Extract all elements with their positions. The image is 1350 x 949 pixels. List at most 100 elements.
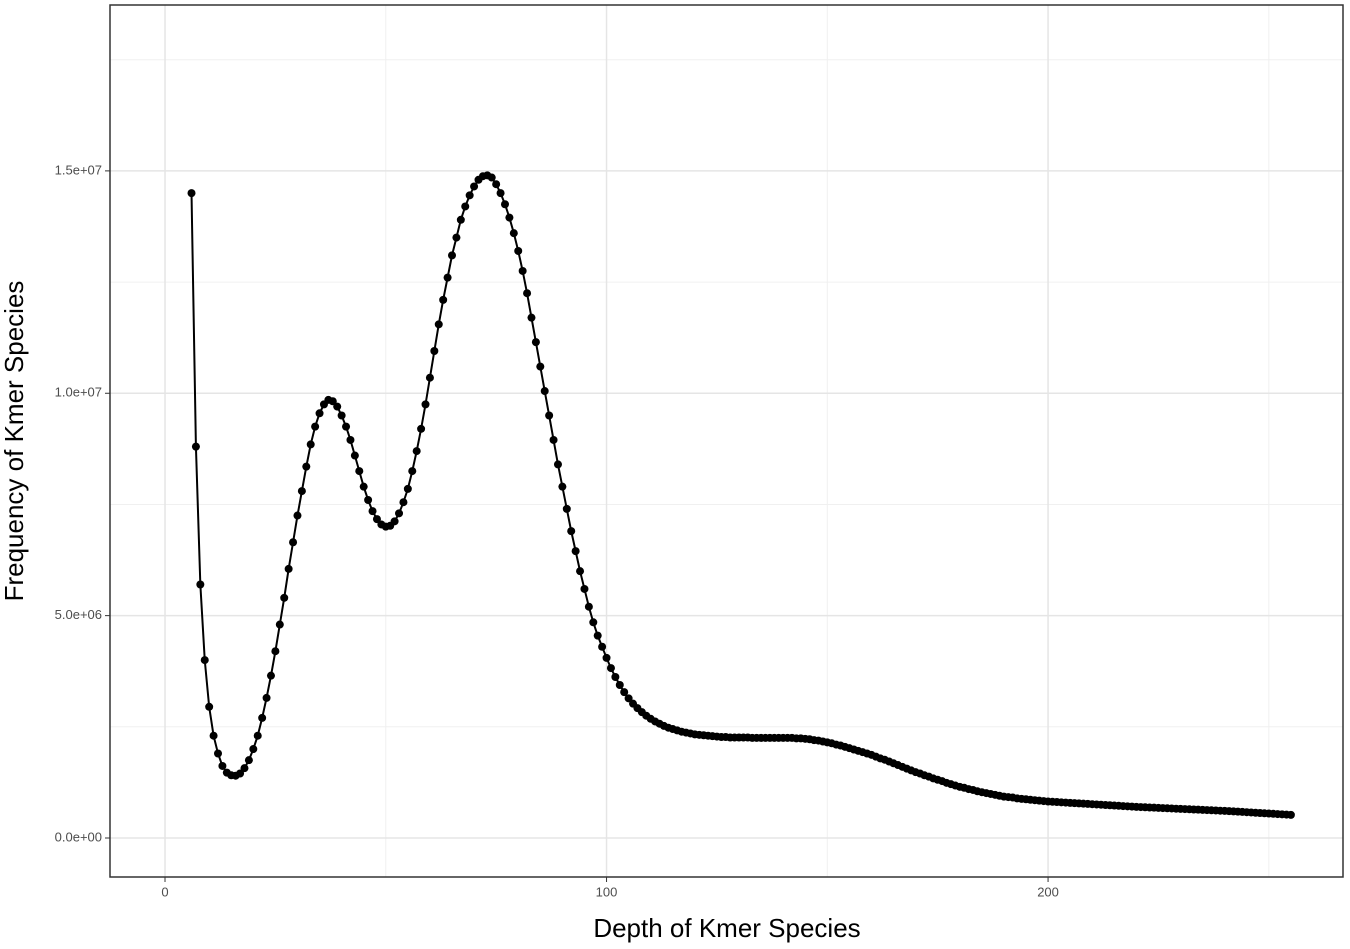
data-point	[492, 180, 501, 189]
data-point	[567, 527, 576, 536]
data-point	[395, 509, 404, 518]
data-point	[417, 424, 426, 433]
data-point	[470, 182, 479, 191]
data-point	[333, 402, 342, 411]
data-point	[505, 213, 514, 222]
data-point	[456, 215, 465, 224]
data-point	[584, 602, 593, 611]
data-point	[523, 289, 532, 298]
data-point	[408, 467, 417, 476]
data-point	[514, 246, 523, 255]
y-tick-label: 1.0e+07	[55, 385, 102, 400]
data-point	[191, 442, 200, 451]
data-point	[425, 373, 434, 382]
data-point	[1286, 810, 1295, 819]
data-point	[576, 567, 585, 576]
x-tick-label: 200	[1037, 884, 1059, 899]
data-point	[434, 320, 443, 329]
data-point	[509, 229, 518, 238]
data-point	[280, 593, 289, 602]
data-point	[558, 482, 567, 491]
data-point	[448, 251, 457, 260]
data-point	[465, 191, 474, 200]
data-point	[487, 173, 496, 182]
data-point	[589, 618, 598, 627]
data-point	[253, 731, 262, 740]
data-point	[545, 411, 554, 420]
data-point	[606, 664, 615, 673]
data-point	[359, 482, 368, 491]
data-point	[531, 338, 540, 347]
data-point	[403, 484, 412, 493]
data-point	[284, 564, 293, 573]
data-point	[562, 504, 571, 513]
data-point	[328, 397, 337, 406]
data-point	[240, 764, 249, 773]
data-point	[337, 411, 346, 420]
data-point	[289, 538, 298, 547]
y-tick-label: 0.0e+00	[55, 829, 102, 844]
x-tick-label: 0	[161, 884, 168, 899]
data-point	[297, 487, 306, 496]
data-point	[461, 202, 470, 211]
data-point	[452, 233, 461, 242]
data-point	[196, 580, 205, 589]
y-tick-label: 5.0e+06	[55, 607, 102, 622]
data-point	[540, 387, 549, 396]
data-point	[368, 507, 377, 516]
data-point	[342, 422, 351, 431]
data-point	[580, 584, 589, 593]
data-point	[390, 517, 399, 526]
data-point	[496, 189, 505, 198]
data-point	[500, 200, 509, 209]
data-point	[412, 447, 421, 456]
data-point	[315, 409, 324, 418]
data-point	[244, 756, 253, 765]
data-point	[527, 313, 536, 322]
data-point	[602, 653, 611, 662]
data-point	[218, 761, 227, 770]
data-point	[615, 681, 624, 690]
data-point	[258, 713, 267, 722]
data-point	[236, 769, 245, 778]
data-point	[518, 266, 527, 275]
data-point	[443, 273, 452, 282]
data-point	[350, 451, 359, 460]
y-tick-label: 1.5e+07	[55, 162, 102, 177]
x-axis-title: Depth of Kmer Species	[593, 913, 860, 943]
data-point	[421, 400, 430, 409]
data-point	[262, 693, 271, 702]
x-tick-label: 100	[596, 884, 618, 899]
data-point	[306, 440, 315, 449]
data-point	[571, 547, 580, 556]
data-point	[311, 422, 320, 431]
data-point	[293, 511, 302, 520]
data-point	[553, 460, 562, 469]
data-point	[593, 631, 602, 640]
data-point	[549, 435, 558, 444]
data-point	[611, 673, 620, 682]
panel-border	[109, 4, 1344, 878]
data-point	[355, 467, 364, 476]
data-point	[200, 656, 209, 665]
data-point	[271, 647, 280, 656]
data-point	[209, 731, 218, 740]
data-point	[364, 495, 373, 504]
data-point	[620, 688, 629, 697]
data-point	[598, 642, 607, 651]
data-point	[624, 694, 633, 703]
data-point	[249, 745, 258, 754]
data-point	[302, 462, 311, 471]
data-point	[399, 498, 408, 507]
data-point	[439, 295, 448, 304]
data-point	[430, 347, 439, 356]
data-point	[536, 362, 545, 371]
data-point	[346, 435, 355, 444]
data-point	[266, 671, 275, 680]
data-point	[372, 515, 381, 524]
y-axis-title: Frequency of Kmer Species	[0, 281, 29, 602]
data-point	[205, 702, 214, 711]
data-point	[213, 749, 222, 758]
